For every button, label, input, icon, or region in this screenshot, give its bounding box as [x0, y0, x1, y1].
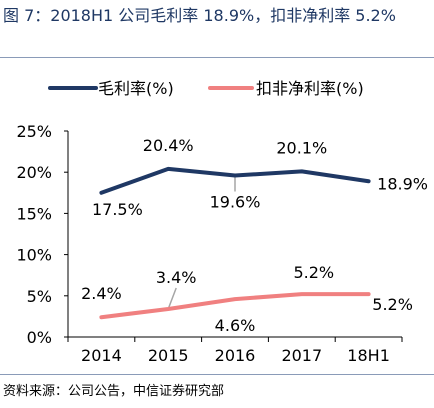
y-tick-label: 20% — [16, 163, 52, 182]
top-divider — [0, 57, 434, 58]
x-tick-label: 18H1 — [347, 346, 390, 365]
x-tick-label: 2017 — [281, 346, 322, 365]
data-label-leader — [167, 287, 177, 310]
data-label-net-margin: 4.6% — [215, 316, 256, 335]
bottom-divider — [0, 374, 434, 375]
data-label-gross-margin: 17.5% — [92, 200, 143, 219]
y-axis-ticks: 0% 5% 10% 15% 20% 25% — [16, 122, 68, 347]
source-note: 资料来源：公司公告，中信证券研究部 — [3, 384, 225, 399]
legend-label-gross-margin: 毛利率(%) — [98, 79, 174, 98]
series-lines — [99, 166, 371, 320]
figure-caption: 图 7：2018H1 公司毛利率 18.9%，扣非净利率 5.2% — [3, 6, 396, 25]
data-label-gross-margin: 19.6% — [210, 192, 261, 211]
legend: 毛利率(%) 扣非净利率(%) — [48, 79, 364, 98]
x-tick-label: 2014 — [81, 346, 122, 365]
y-tick-label: 5% — [27, 287, 52, 306]
label-leader-lines — [167, 175, 236, 310]
y-tick-label: 10% — [16, 246, 52, 265]
y-tick-label: 15% — [16, 204, 52, 223]
data-labels: 17.5% 20.4% 19.6% 20.1% 18.9% 2.4% 3.4% 4.6% 5.2… — [81, 136, 428, 335]
y-tick-label: 0% — [27, 328, 52, 347]
data-label-gross-margin: 20.4% — [143, 136, 194, 155]
line-chart: 毛利率(%) 扣非净利率(%) 0%5%10%15%20%25% 2014 201… — [16, 79, 428, 365]
series-line-gross-margin — [99, 166, 371, 195]
data-label-gross-margin: 18.9% — [377, 174, 428, 193]
data-label-gross-margin: 20.1% — [276, 138, 327, 157]
legend-label-net-margin: 扣非净利率(%) — [256, 79, 364, 98]
x-tick-label: 2015 — [148, 346, 189, 365]
series-line-net-margin — [99, 292, 371, 320]
data-label-net-margin: 5.2% — [372, 295, 413, 314]
x-tick-label: 2016 — [215, 346, 256, 365]
data-label-net-margin: 5.2% — [293, 263, 334, 282]
data-label-net-margin: 2.4% — [81, 284, 122, 303]
y-tick-label: 25% — [16, 122, 52, 141]
data-label-net-margin: 3.4% — [156, 268, 197, 287]
x-axis-ticks: 2014 2015 2016 2017 18H1 — [67, 337, 403, 365]
